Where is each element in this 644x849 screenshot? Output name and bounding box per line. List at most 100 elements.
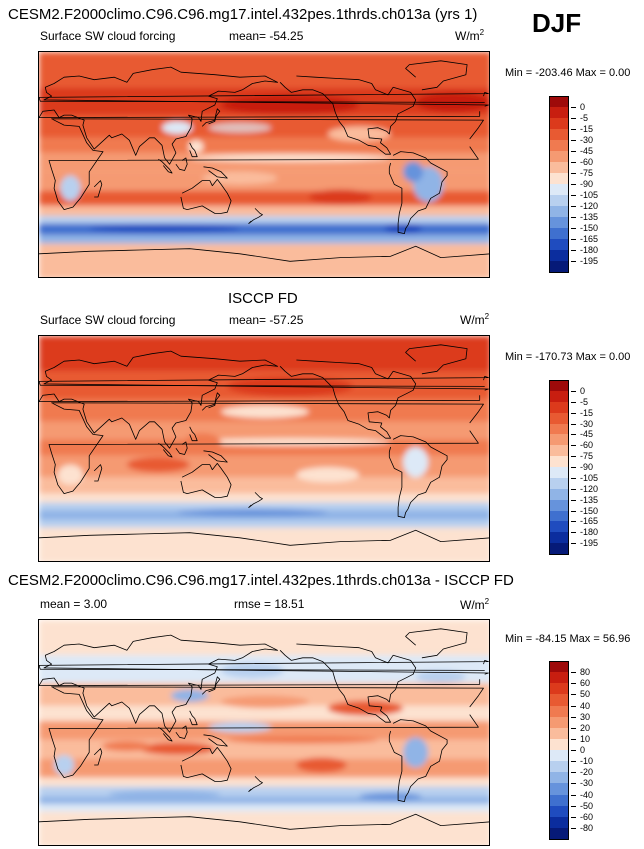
colorbar-box — [549, 107, 569, 119]
field-layer — [39, 52, 489, 277]
colorbar-tick-label: 10 — [580, 733, 591, 744]
map-field — [39, 620, 489, 845]
field-band — [39, 683, 489, 706]
colorbar-tick-label: -90 — [580, 179, 594, 189]
colorbar-box — [549, 445, 569, 457]
colorbar-tick-label: 40 — [580, 700, 591, 711]
colorbar-tick — [571, 716, 576, 718]
colorbar-box — [549, 816, 569, 829]
colorbar-tick — [571, 401, 576, 403]
colorbar-tick-label: -105 — [580, 190, 599, 200]
coast-britain — [39, 92, 489, 103]
panel1-minmax: Min = -203.46 Max = 0.00 — [505, 67, 631, 79]
coast-japan — [201, 108, 221, 127]
coast-eurasia — [39, 66, 489, 165]
colorbar-tick-label: -135 — [580, 494, 599, 505]
colorbar-tick — [571, 195, 576, 196]
coast-madagascar — [93, 180, 103, 198]
field-blob — [60, 175, 81, 201]
colorbar-tick-label: -20 — [580, 767, 594, 778]
colorbar-box — [549, 750, 569, 762]
coast-britain — [39, 660, 489, 671]
colorbar-tick-label: -165 — [580, 516, 599, 527]
coast-north-america — [279, 359, 417, 439]
panel2-variable-label: Surface SW cloud forcing — [40, 313, 176, 327]
colorbar-box — [549, 228, 569, 240]
panel3-map — [38, 619, 490, 846]
map-field — [39, 336, 489, 561]
field-band — [39, 215, 489, 224]
colorbar-tick — [571, 228, 576, 229]
field-blob — [221, 695, 309, 709]
panel2-minmax: Min = -170.73 Max = 0.00 — [505, 351, 631, 363]
colorbar-tick — [571, 794, 576, 796]
field-band — [39, 502, 489, 511]
colorbar-tick-label: -180 — [580, 245, 599, 255]
field-blob — [208, 722, 272, 733]
field-blob — [189, 154, 391, 162]
colorbar-box — [549, 477, 569, 490]
colorbar-tick — [571, 543, 576, 545]
field-blob — [403, 446, 429, 478]
coast-south-america — [388, 719, 448, 803]
colorbar-tick-label: 0 — [580, 102, 586, 112]
coast-philippines — [189, 426, 198, 442]
coast-south-america — [388, 435, 448, 519]
panel1-mean-label: mean= -54.25 — [229, 29, 304, 43]
colorbar-tick-label: -105 — [580, 472, 599, 483]
colorbar-tick-label: -30 — [580, 418, 594, 429]
field-band — [39, 223, 489, 235]
colorbar-tick — [571, 672, 576, 674]
colorbar-tick — [571, 184, 576, 185]
colorbar-tick — [571, 499, 576, 501]
season-label: DJF — [532, 8, 582, 38]
coast-eurasia — [39, 350, 489, 449]
panel2-colorbar: 0 -5 -15 -30 -45 -60 -75 -90 -105 -120 -135 -150 -16… — [549, 380, 598, 555]
colorbar-box — [549, 195, 569, 207]
colorbar-tick-label: -150 — [580, 223, 599, 233]
panel1-map — [38, 51, 490, 278]
colorbar-box — [549, 772, 569, 784]
colorbar-tick — [571, 805, 576, 807]
colorbar-box — [549, 532, 569, 544]
colorbar-tick-label: 30 — [580, 711, 591, 722]
field-band — [39, 137, 489, 153]
colorbar-tick-label: -60 — [580, 157, 594, 167]
colorbar-box — [549, 206, 569, 218]
colorbar-tick-label: -50 — [580, 800, 594, 811]
colorbar-box — [549, 250, 569, 262]
coast-africa — [48, 118, 484, 211]
field-blob — [177, 508, 328, 517]
panel3-mean-label: mean = 3.00 — [40, 597, 108, 611]
field-band — [39, 520, 489, 528]
field-blob — [208, 122, 272, 133]
coast-sumatra — [158, 158, 173, 174]
colorbar-box — [549, 727, 569, 740]
field-layer — [39, 620, 489, 845]
coast-new-guinea — [203, 734, 228, 747]
field-blob — [170, 689, 209, 702]
field-blob — [296, 757, 347, 773]
colorbar-tick-label: -90 — [580, 462, 594, 472]
colorbar-tick — [571, 217, 576, 218]
colorbar-tick-label: 0 — [580, 385, 586, 396]
colorbar-box — [549, 738, 569, 751]
field-band — [39, 336, 489, 372]
field-band — [39, 52, 489, 88]
colorbar-box — [549, 96, 569, 108]
colorbar-box — [549, 783, 569, 795]
coast-madagascar — [93, 748, 103, 766]
colorbar-tick-label: -5 — [580, 396, 589, 407]
colorbar-tick-label: -120 — [580, 483, 599, 494]
field-blob — [183, 433, 222, 454]
colorbar-box — [549, 162, 569, 174]
coast-new-zealand — [248, 492, 263, 508]
colorbar-box — [549, 184, 569, 196]
field-band — [39, 758, 489, 778]
coast-australia — [180, 179, 232, 214]
field-blob — [384, 223, 422, 234]
colorbar-tick — [571, 467, 576, 468]
field-band — [39, 493, 489, 503]
coast-greenland — [405, 628, 468, 659]
coast-north-america — [279, 643, 417, 723]
